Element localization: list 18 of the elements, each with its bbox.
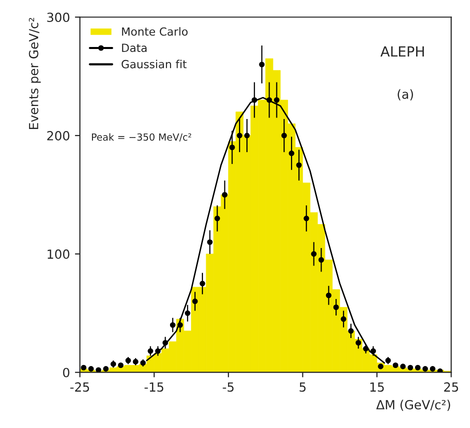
x-tick-label: -25 [70, 382, 90, 392]
y-tick-label: 0 [63, 368, 70, 378]
legend-label: Gaussian fit [122, 60, 187, 68]
x-axis-title: ΔM (GeV/c²) [376, 400, 450, 411]
x-tick-label: 15 [370, 382, 384, 392]
x-tick-label: -15 [144, 382, 164, 392]
y-tick-label: 300 [47, 12, 70, 22]
y-tick-label: 100 [48, 249, 70, 259]
y-tick-label: 200 [47, 131, 70, 140]
x-tick-label: -5 [222, 382, 234, 392]
annotation: (a) [398, 89, 413, 100]
legend-label: Monte Carlo [122, 27, 188, 36]
x-tick-label: 5 [300, 382, 306, 392]
x-tick-label: 25 [444, 382, 458, 392]
legend-label: Data [122, 44, 147, 52]
annotation: Peak = −350 MeV/c² [92, 133, 192, 142]
annotation: ALEPH [380, 46, 424, 56]
y-axis-title: Events per GeV/c² [28, 18, 41, 129]
